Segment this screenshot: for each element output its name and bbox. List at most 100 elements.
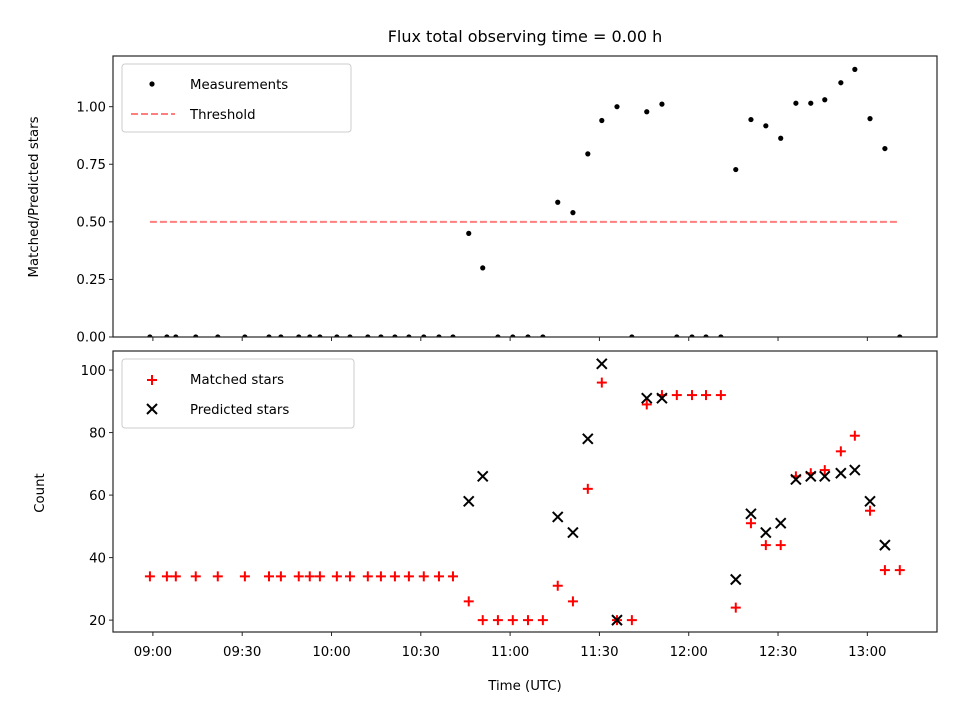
y-tick-label: 0.00	[76, 331, 106, 346]
measurement-point	[406, 334, 412, 337]
x-tick-label: 09:30	[223, 645, 261, 660]
legend-dot-marker-icon	[149, 81, 155, 87]
matched-stars-point	[275, 571, 286, 582]
top-y-axis-label: Matched/Predicted stars	[27, 116, 42, 277]
top-plot-area	[147, 66, 903, 337]
bottom-y-axis-label: Count	[33, 473, 48, 513]
measurement-point	[897, 334, 903, 337]
x-tick-label: 11:30	[580, 645, 618, 660]
measurement-point	[421, 334, 427, 337]
predicted-stars-point	[819, 470, 831, 483]
matched-stars-point	[626, 615, 637, 626]
bottom-legend: Matched stars Predicted stars	[121, 358, 355, 429]
matched-stars-point	[362, 571, 373, 582]
predicted-stars-point	[656, 392, 668, 404]
measurement-point	[838, 80, 844, 86]
measurement-point	[570, 210, 576, 216]
measurement-point	[466, 230, 472, 236]
measurement-point	[296, 334, 302, 337]
predicted-stars-point	[477, 470, 489, 483]
matched-stars-point	[418, 571, 429, 582]
matched-stars-point	[671, 390, 682, 401]
matched-stars-point	[403, 571, 414, 582]
y-tick-label: 0.75	[76, 158, 106, 173]
matched-stars-point	[849, 430, 860, 441]
matched-stars-point	[477, 615, 488, 626]
matched-stars-point	[745, 518, 756, 529]
matched-stars-point	[522, 615, 533, 626]
matched-stars-point	[293, 571, 304, 582]
matched-stars-point	[144, 571, 155, 582]
measurement-point	[763, 123, 769, 129]
matched-stars-point	[463, 596, 474, 607]
legend-label-predicted-stars: Predicted stars	[190, 403, 289, 418]
measurement-point	[215, 334, 221, 337]
predicted-stars-point	[760, 526, 772, 539]
predicted-stars-point	[730, 573, 742, 586]
bottom-axes: 20 40 60 80 100 09:00 09:30 10:00 10:30 11:00 11:…	[33, 350, 938, 694]
matched-stars-point	[879, 565, 890, 576]
predicted-stars-point	[463, 495, 475, 508]
top-y-ticks: 0.00 0.25 0.50 0.75 1.00	[76, 100, 113, 346]
measurement-point	[307, 334, 313, 337]
matched-stars-point	[375, 571, 386, 582]
matched-stars-point	[537, 615, 548, 626]
predicted-stars-point	[641, 392, 653, 404]
measurement-point	[614, 104, 620, 110]
measurement-point	[867, 116, 873, 122]
measurement-point	[510, 334, 516, 337]
matched-stars-point	[715, 390, 726, 401]
measurement-point	[450, 334, 456, 337]
matched-stars-point	[641, 399, 652, 410]
matched-stars-point	[389, 571, 400, 582]
measurement-point	[164, 334, 170, 337]
x-tick-label: 13:00	[848, 645, 886, 660]
measurement-point	[378, 334, 384, 337]
top-axes-frame	[112, 55, 938, 338]
matched-stars-point	[314, 571, 325, 582]
chart-title: Flux total observing time = 0.00 h	[388, 27, 663, 46]
measurement-point	[629, 334, 635, 337]
legend-x-marker-icon	[146, 403, 158, 415]
x-tick-label: 12:00	[670, 645, 708, 660]
measurement-point	[334, 334, 340, 337]
measurement-point	[317, 334, 323, 337]
predicted-stars-point	[567, 526, 579, 539]
bottom-axes-frame	[112, 350, 938, 633]
predicted-stars-point	[805, 470, 817, 483]
measurement-point	[278, 334, 284, 337]
matched-stars-point	[331, 571, 342, 582]
measurement-point	[822, 97, 828, 103]
measurement-point	[525, 334, 531, 337]
y-tick-label: 80	[89, 426, 106, 441]
measurement-point	[644, 109, 650, 115]
bottom-plot-area	[144, 358, 905, 626]
legend-label-matched-stars: Matched stars	[190, 373, 284, 388]
predicted-stars-point	[879, 539, 891, 551]
matched-stars-point	[567, 596, 578, 607]
x-tick-label: 11:00	[491, 645, 529, 660]
plot-clip-group	[144, 358, 905, 626]
predicted-stars-point	[835, 467, 847, 479]
predicted-stars-point	[849, 464, 861, 476]
matched-stars-point	[161, 571, 172, 582]
measurement-point	[674, 334, 680, 337]
predicted-stars-point	[745, 508, 757, 520]
measurement-point	[266, 334, 272, 337]
x-axis-label: Time (UTC)	[487, 679, 562, 694]
measurement-point	[852, 66, 858, 72]
bottom-y-ticks: 20 40 60 80 100	[81, 364, 113, 629]
predicted-stars-point	[582, 433, 594, 445]
measurement-point	[540, 334, 546, 337]
y-tick-label: 20	[89, 614, 106, 629]
measurement-point	[480, 265, 486, 271]
plot-clip-group	[147, 66, 903, 337]
x-tick-label: 12:30	[759, 645, 797, 660]
top-x-ticks	[152, 337, 868, 341]
matched-stars-point	[582, 483, 593, 494]
y-tick-label: 1.00	[76, 100, 106, 115]
x-tick-label: 10:00	[312, 645, 350, 660]
matched-stars-point	[190, 571, 201, 582]
y-tick-label: 0.50	[76, 216, 106, 231]
